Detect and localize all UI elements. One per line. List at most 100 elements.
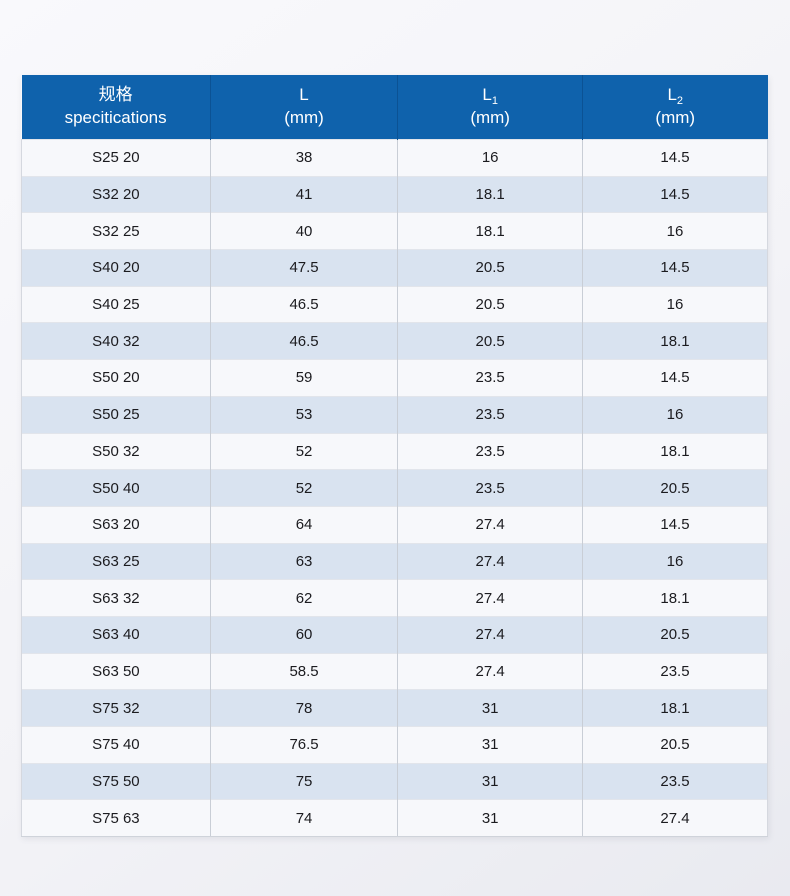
table-cell: 59: [209, 359, 398, 397]
table-cell: 23.5: [581, 652, 769, 690]
table-cell: 31: [397, 762, 583, 800]
table-cell: 18.1: [397, 212, 583, 250]
header-unit: (mm): [470, 108, 510, 127]
header-unit: (mm): [655, 108, 696, 127]
table-cell: 16: [581, 542, 769, 580]
table-cell: 14.5: [581, 505, 769, 544]
table-cell: 20.5: [397, 285, 583, 323]
spec-table-body: S25 20 38 16 14.5 S32 20 41 18.1 14.5 S32 25 40 18…: [21, 139, 769, 838]
table-cell: 16: [581, 212, 769, 250]
table-row: S50 32 52 23.5 18.1: [21, 432, 769, 470]
header-unit: (mm): [284, 108, 324, 127]
header-cell-l: L (mm): [209, 75, 398, 140]
table-cell: S50 40: [21, 469, 211, 507]
table-cell: 74: [209, 799, 398, 838]
table-cell: 27.4: [397, 615, 583, 654]
table-row: S63 20 64 27.4 14.5: [21, 505, 769, 544]
table-row: S50 25 53 23.5 16: [21, 395, 769, 433]
table-cell: 16: [581, 285, 769, 323]
header-label: L: [667, 85, 677, 105]
table-cell: S63 50: [21, 652, 211, 690]
table-cell: 41: [209, 175, 398, 213]
table-row: S63 25 63 27.4 16: [21, 542, 769, 580]
table-cell: 27.4: [581, 799, 769, 838]
table-cell: 20.5: [581, 726, 769, 764]
table-cell: 20.5: [397, 249, 583, 287]
table-cell: 58.5: [209, 652, 398, 690]
spec-table-header: 规格 specitications L (mm) L1 (mm) L2 (mm): [21, 75, 768, 140]
table-cell: 18.1: [397, 175, 583, 213]
table-cell: S63 40: [21, 615, 211, 654]
table-cell: 23.5: [397, 395, 583, 433]
table-cell: S40 32: [21, 322, 211, 360]
table-cell: 75: [209, 762, 398, 800]
table-cell: S50 20: [21, 359, 211, 397]
table-cell: 38: [209, 139, 398, 177]
table-cell: 23.5: [581, 762, 769, 800]
header-unit: specitications: [64, 108, 167, 127]
table-cell: 27.4: [397, 652, 583, 690]
table-cell: 47.5: [209, 249, 398, 287]
table-row: S63 50 58.5 27.4 23.5: [21, 652, 769, 690]
table-cell: S50 32: [21, 432, 211, 470]
table-cell: 16: [397, 139, 583, 177]
table-row: S32 20 41 18.1 14.5: [21, 175, 769, 213]
table-cell: 18.1: [581, 432, 769, 470]
table-row: S40 32 46.5 20.5 18.1: [21, 322, 769, 360]
table-cell: 23.5: [397, 469, 583, 507]
table-cell: 20.5: [397, 322, 583, 360]
table-cell: 78: [209, 689, 398, 727]
table-cell: 23.5: [397, 432, 583, 470]
header-row: 规格 specitications L (mm) L1 (mm) L2 (mm): [21, 75, 768, 140]
table-cell: 46.5: [209, 322, 398, 360]
table-cell: 52: [209, 432, 398, 470]
table-cell: 23.5: [397, 359, 583, 397]
table-row: S75 32 78 31 18.1: [21, 689, 769, 727]
table-cell: 20.5: [581, 615, 769, 654]
table-cell: 31: [397, 726, 583, 764]
table-cell: S75 40: [21, 726, 211, 764]
table-cell: 14.5: [581, 359, 769, 397]
table-row: S63 32 62 27.4 18.1: [21, 579, 769, 617]
table-row: S25 20 38 16 14.5: [21, 139, 769, 177]
table-cell: 18.1: [581, 322, 769, 360]
table-cell: 27.4: [397, 579, 583, 617]
table-cell: S40 20: [21, 249, 211, 287]
table-cell: 76.5: [209, 726, 398, 764]
table-row: S75 63 74 31 27.4: [21, 799, 769, 838]
table-cell: 40: [209, 212, 398, 250]
table-cell: S32 20: [21, 175, 211, 213]
table-row: S40 25 46.5 20.5 16: [21, 285, 769, 323]
table-cell: S75 63: [21, 799, 211, 838]
table-cell: S50 25: [21, 395, 211, 433]
table-cell: S63 20: [21, 505, 211, 544]
table-cell: 46.5: [209, 285, 398, 323]
table-cell: 20.5: [581, 469, 769, 507]
table-cell: 63: [209, 542, 398, 580]
table-cell: 18.1: [581, 689, 769, 727]
table-cell: 16: [581, 395, 769, 433]
header-subscript: 1: [491, 95, 498, 108]
table-cell: 60: [209, 615, 398, 654]
table-row: S75 40 76.5 31 20.5: [21, 726, 769, 764]
header-cell-specifications: 规格 specitications: [21, 75, 211, 140]
table-cell: 53: [209, 395, 398, 433]
header-cell-l1: L1 (mm): [397, 75, 583, 140]
header-label: L: [482, 85, 492, 105]
header-cell-l2: L2 (mm): [581, 75, 768, 140]
table-cell: S75 32: [21, 689, 211, 727]
table-cell: 27.4: [397, 542, 583, 580]
table-cell: 52: [209, 469, 398, 507]
table-cell: 18.1: [581, 579, 769, 617]
table-cell: S40 25: [21, 285, 211, 323]
table-cell: S25 20: [21, 139, 211, 177]
table-cell: 62: [209, 579, 398, 617]
table-cell: 14.5: [581, 175, 769, 213]
header-label: L: [299, 85, 309, 105]
spec-table: 规格 specitications L (mm) L1 (mm) L2 (mm)…: [21, 75, 769, 838]
table-row: S75 50 75 31 23.5: [21, 762, 769, 800]
header-subscript: 2: [676, 95, 684, 108]
table-row: S63 40 60 27.4 20.5: [21, 615, 769, 654]
table-cell: 64: [209, 505, 398, 544]
table-cell: 14.5: [581, 139, 769, 177]
